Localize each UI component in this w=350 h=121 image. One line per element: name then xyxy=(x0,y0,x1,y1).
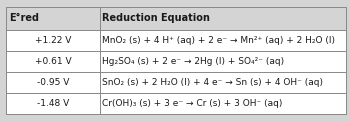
Bar xyxy=(6,7,346,114)
Text: +0.61 V: +0.61 V xyxy=(35,57,71,66)
Text: E°red: E°red xyxy=(9,13,39,23)
Text: SnO₂ (s) + 2 H₂O (l) + 4 e⁻ → Sn (s) + 4 OH⁻ (aq): SnO₂ (s) + 2 H₂O (l) + 4 e⁻ → Sn (s) + 4… xyxy=(103,78,323,87)
Bar xyxy=(6,7,346,30)
Text: Reduction Equation: Reduction Equation xyxy=(103,13,210,23)
Text: +1.22 V: +1.22 V xyxy=(35,36,71,45)
Text: MnO₂ (s) + 4 H⁺ (aq) + 2 e⁻ → Mn²⁺ (aq) + 2 H₂O (l): MnO₂ (s) + 4 H⁺ (aq) + 2 e⁻ → Mn²⁺ (aq) … xyxy=(103,36,335,45)
Text: Hg₂SO₄ (s) + 2 e⁻ → 2Hg (l) + SO₄²⁻ (aq): Hg₂SO₄ (s) + 2 e⁻ → 2Hg (l) + SO₄²⁻ (aq) xyxy=(103,57,285,66)
Text: -0.95 V: -0.95 V xyxy=(37,78,69,87)
Text: -1.48 V: -1.48 V xyxy=(37,99,69,108)
Text: Cr(OH)₃ (s) + 3 e⁻ → Cr (s) + 3 OH⁻ (aq): Cr(OH)₃ (s) + 3 e⁻ → Cr (s) + 3 OH⁻ (aq) xyxy=(103,99,283,108)
